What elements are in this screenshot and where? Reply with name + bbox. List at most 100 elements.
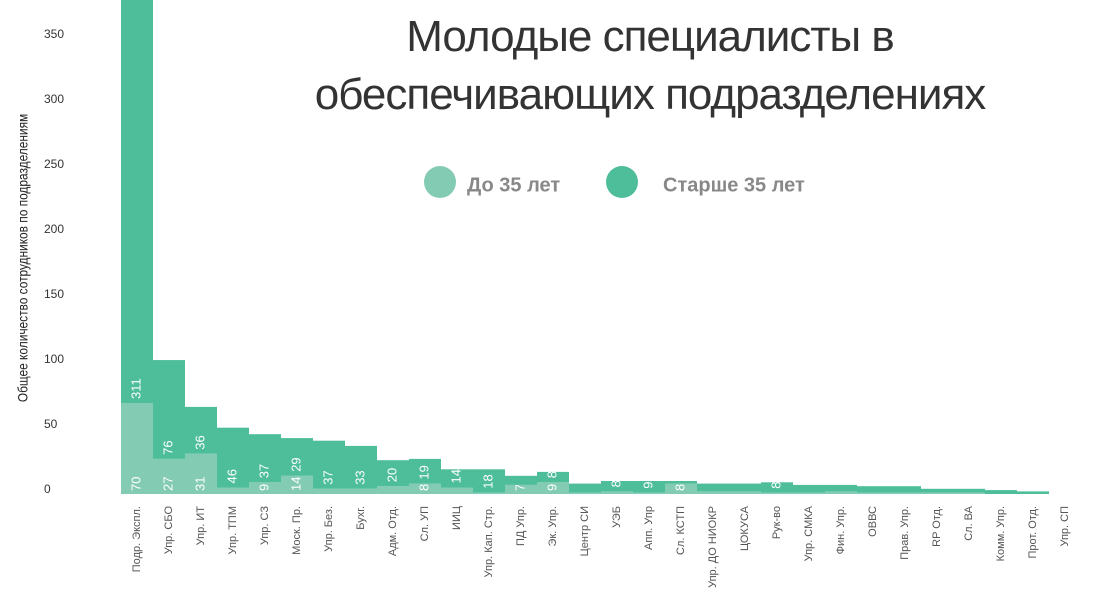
x-tick-label: Бухг. [355,506,367,530]
x-tick-label: ИИЦ [451,506,463,530]
y-tick-label: 250 [44,157,64,171]
legend-label: До 35 лет [467,174,560,196]
y-tick-label: 50 [44,417,58,431]
x-tick-label: Моск. Пр. [291,506,303,555]
x-tick-label: ЦОКУСА [739,505,751,551]
x-tick-label: ПД Упр. [515,506,527,546]
x-tick-label: Упр. ДО НИОКР [707,506,719,588]
bar-segment [601,491,633,494]
x-tick-label: ОВВС [867,506,879,537]
y-tick-label: 100 [44,352,64,366]
y-axis-label: Общее количество сотрудников по подразде… [15,114,31,402]
x-tick-label: Упр. СМКА [803,505,815,561]
x-tick-label: Упр. ТПМ [227,506,239,554]
y-tick-label: 300 [44,92,64,106]
x-tick-label: Апп. Упр [643,506,655,550]
bar-segment [921,488,953,493]
bar-segment [793,484,825,493]
bar-segment [761,482,793,493]
value-label: 36 [192,435,207,449]
bar-segment [121,0,153,403]
x-tick-label: Прав. Упр. [899,506,911,560]
bar-segment [505,475,537,485]
bar-segment [345,445,377,489]
x-tick-label: Упр. СБО [163,506,175,555]
bar-segment [569,483,601,493]
bar-segment [217,427,249,488]
value-label: 8 [416,484,431,491]
value-label: 9 [544,484,559,491]
bar-segment [153,458,185,494]
bar-segment [729,491,761,494]
value-label: 19 [416,465,431,479]
bar-segment [313,440,345,489]
bar-segment [441,469,473,488]
chart-title: Молодые специалисты в обеспечивающих под… [314,12,987,119]
bar-segment [409,458,441,484]
bar-segment [313,488,345,494]
bar-segment [569,492,601,494]
bar-segment [729,483,761,492]
bar-segment [537,471,569,483]
x-tick-label: УЭБ [611,506,623,528]
bar-segment [377,460,409,487]
bar-segment [697,483,729,492]
bar-segment [185,453,217,494]
value-label: 9 [640,481,655,488]
bar-segment [281,438,313,476]
bar-segment [249,482,281,494]
x-tick-label: Эк. Упр. [547,506,559,546]
bar-segment [601,480,633,492]
x-tick-label: Комм. Упр. [995,506,1007,561]
value-label: 37 [320,470,335,484]
value-label: 14 [288,477,303,491]
bar-segment [889,492,921,494]
bar-segment [441,487,473,494]
bar-segment [953,488,985,493]
bar-segment [537,482,569,494]
bar-segment [281,475,313,494]
x-tick-label: Упр. СЗ [259,506,271,546]
bar-segment [889,486,921,493]
value-label: 29 [288,457,303,471]
bar-segment [473,492,505,494]
bar-segment [665,480,697,484]
bar-segment [633,480,665,493]
bar-segment [633,492,665,494]
bar-segment [1017,491,1049,494]
value-label: 76 [160,440,175,454]
value-label: 9 [256,484,271,491]
bar-segment [857,492,889,494]
x-tick-label: Сл. КСТП [675,506,687,555]
legend-swatch [606,166,638,198]
value-label: 8 [672,484,687,491]
bar-segment [953,492,985,494]
value-label: 31 [192,477,207,491]
bar-segment [217,487,249,494]
x-tick-label: Упр. СП [1059,506,1071,547]
bar-segment [857,486,889,493]
y-tick-label: 200 [44,222,64,236]
value-label: 33 [352,470,367,484]
bar-segment [505,484,537,494]
bar-segment [921,492,953,494]
value-label: 27 [160,477,175,491]
bar-segment [409,483,441,494]
bar-segment [697,491,729,494]
x-tick-label: Подр. Экспл. [131,506,143,572]
x-tick-label: Упр. Кап. Стр. [483,506,495,577]
value-label: 46 [224,469,239,483]
bar-segment [825,491,857,494]
bar-segment [377,486,409,494]
bar-segment [761,492,793,494]
x-tick-label: Прот. Отд. [1027,506,1039,559]
bar-segment [249,434,281,483]
x-tick-label: Сл. ВА [963,505,975,540]
value-label: 37 [256,464,271,478]
x-tick-label: Центр СИ [579,506,591,556]
bar-segment [793,492,825,494]
y-tick-label: 150 [44,287,64,301]
value-label: 70 [128,477,143,491]
